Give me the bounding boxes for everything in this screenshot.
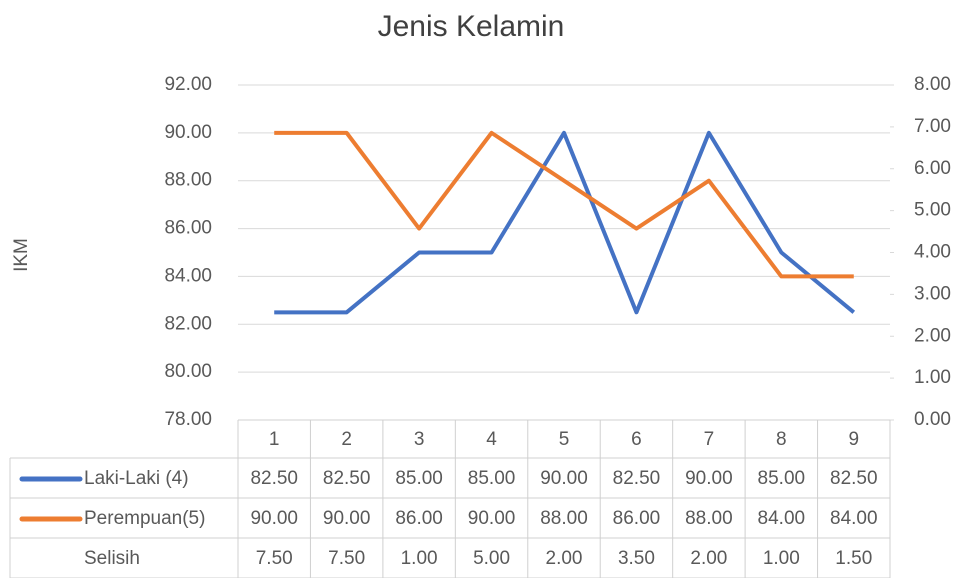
y2-tick-label: 8.00 bbox=[914, 74, 951, 95]
y2-tick-label: 6.00 bbox=[914, 158, 951, 179]
legend-label: Selisih bbox=[84, 548, 140, 569]
table-value: 85.00 bbox=[395, 468, 443, 489]
table-value: 85.00 bbox=[468, 468, 516, 489]
table-value: 1.00 bbox=[763, 548, 800, 569]
table-value: 84.00 bbox=[830, 508, 878, 529]
x-tick-label: 2 bbox=[341, 429, 352, 450]
y-tick-label: 80.00 bbox=[164, 361, 212, 382]
x-tick-label: 9 bbox=[848, 429, 859, 450]
table-value: 82.50 bbox=[250, 468, 298, 489]
y2-tick-label: 3.00 bbox=[914, 283, 951, 304]
legend-label: Laki-Laki (4) bbox=[84, 468, 189, 489]
table-value: 90.00 bbox=[250, 508, 298, 529]
chart-title: Jenis Kelamin bbox=[378, 10, 565, 43]
series-line bbox=[274, 130, 856, 315]
y-tick-label: 84.00 bbox=[164, 265, 212, 286]
table-value: 88.00 bbox=[540, 508, 588, 529]
table-value: 82.50 bbox=[613, 468, 661, 489]
legend-label: Perempuan(5) bbox=[84, 508, 205, 529]
y-tick-label: 90.00 bbox=[164, 122, 212, 143]
table-value: 1.50 bbox=[835, 548, 872, 569]
table-value: 85.00 bbox=[758, 468, 806, 489]
table-value: 90.00 bbox=[685, 468, 733, 489]
y-tick-label: 92.00 bbox=[164, 74, 212, 95]
table-value: 3.50 bbox=[618, 548, 655, 569]
table-value: 88.00 bbox=[685, 508, 733, 529]
table-value: 82.50 bbox=[830, 468, 878, 489]
y-tick-label: 78.00 bbox=[164, 409, 212, 430]
table-value: 86.00 bbox=[395, 508, 443, 529]
x-tick-label: 6 bbox=[631, 429, 642, 450]
y2-tick-label: 0.00 bbox=[914, 409, 951, 430]
x-tick-label: 3 bbox=[414, 429, 425, 450]
series-line bbox=[274, 130, 854, 279]
table-value: 90.00 bbox=[468, 508, 516, 529]
y2-tick-label: 5.00 bbox=[914, 200, 951, 221]
table-value: 1.00 bbox=[401, 548, 438, 569]
y2-tick-label: 2.00 bbox=[914, 325, 951, 346]
table-value: 7.50 bbox=[328, 548, 365, 569]
y-tick-label: 88.00 bbox=[164, 170, 212, 191]
y2-tick-label: 1.00 bbox=[914, 367, 951, 388]
table-value: 82.50 bbox=[323, 468, 371, 489]
table-value: 7.50 bbox=[256, 548, 293, 569]
x-tick-label: 8 bbox=[776, 429, 787, 450]
x-tick-label: 5 bbox=[559, 429, 570, 450]
table-value: 90.00 bbox=[540, 468, 588, 489]
x-tick-label: 1 bbox=[269, 429, 280, 450]
y-axis-label: IKM bbox=[11, 238, 32, 272]
table-value: 2.00 bbox=[546, 548, 583, 569]
y-tick-label: 82.00 bbox=[164, 313, 212, 334]
table-value: 2.00 bbox=[690, 548, 727, 569]
table-value: 84.00 bbox=[758, 508, 806, 529]
y2-tick-label: 4.00 bbox=[914, 242, 951, 263]
x-tick-label: 4 bbox=[486, 429, 497, 450]
table-value: 90.00 bbox=[323, 508, 371, 529]
y2-tick-label: 7.00 bbox=[914, 116, 951, 137]
table-value: 86.00 bbox=[613, 508, 661, 529]
table-value: 5.00 bbox=[473, 548, 510, 569]
x-tick-label: 7 bbox=[704, 429, 715, 450]
y-tick-label: 86.00 bbox=[164, 218, 212, 239]
